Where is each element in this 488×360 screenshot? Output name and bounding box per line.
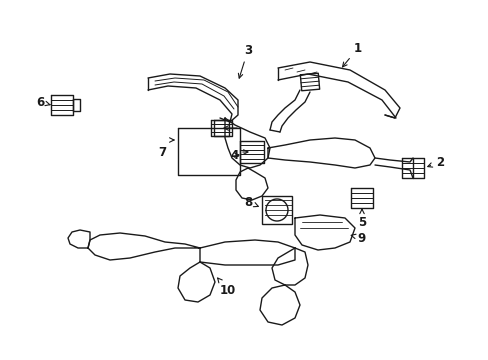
Text: 2: 2 — [427, 156, 443, 168]
Text: 5: 5 — [357, 209, 366, 229]
Text: 7: 7 — [158, 145, 166, 158]
Text: 3: 3 — [238, 44, 251, 78]
Text: 1: 1 — [342, 41, 361, 67]
Text: 9: 9 — [350, 231, 366, 244]
Text: 10: 10 — [217, 278, 236, 297]
Text: 4: 4 — [230, 149, 239, 162]
Text: 8: 8 — [244, 195, 258, 208]
Bar — [262, 196, 291, 224]
Text: 6: 6 — [36, 95, 50, 108]
